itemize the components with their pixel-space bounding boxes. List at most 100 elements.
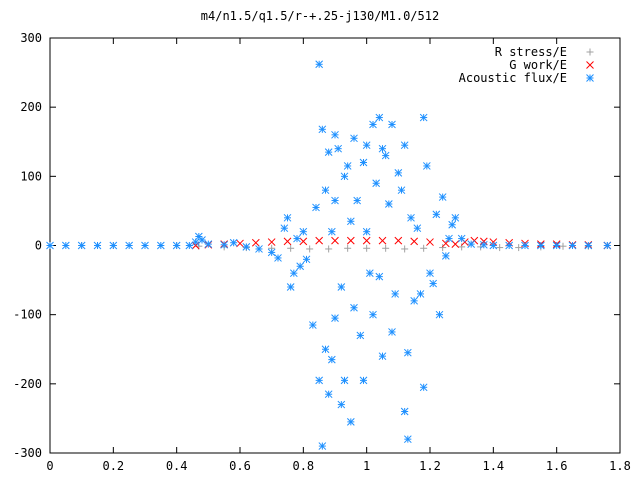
data-point [141, 241, 149, 250]
data-point [378, 236, 387, 245]
data-point [185, 241, 194, 250]
data-point [337, 283, 346, 291]
series-star [46, 60, 612, 450]
data-point [321, 186, 330, 195]
data-point [172, 241, 181, 250]
data-point [375, 113, 384, 122]
data-point [324, 390, 333, 399]
data-point [403, 435, 412, 444]
data-point [378, 352, 387, 361]
data-point [331, 236, 339, 245]
data-point [337, 400, 346, 409]
data-point [302, 255, 311, 264]
data-point [422, 162, 431, 170]
data-point [93, 241, 102, 250]
data-point [318, 442, 327, 450]
data-point [489, 241, 498, 250]
data-point [236, 239, 244, 248]
data-point [400, 141, 409, 150]
data-point [362, 227, 371, 236]
data-point [340, 376, 349, 385]
x-tick-label: 1.4 [482, 459, 504, 473]
data-point [369, 120, 377, 129]
data-point [362, 141, 371, 150]
data-point [343, 162, 352, 170]
data-point [419, 383, 428, 392]
chart-title: m4/n1.5/q1.5/r-+.25-j130/M1.0/512 [201, 9, 439, 23]
data-point [334, 144, 343, 153]
data-point [46, 241, 54, 250]
data-point [457, 234, 466, 243]
data-point [198, 236, 206, 244]
x-tick-label: 0.8 [292, 459, 314, 473]
data-point [426, 269, 434, 278]
data-point [505, 241, 514, 250]
x-tick-label: 0.6 [229, 459, 251, 473]
data-point [448, 220, 457, 229]
data-point [283, 237, 292, 246]
data-point [204, 240, 213, 248]
data-point [552, 241, 561, 250]
data-point [401, 245, 409, 253]
data-point [242, 243, 251, 251]
data-point [315, 236, 324, 245]
data-point [363, 244, 371, 252]
series-layer [46, 60, 612, 450]
plot-frame [49, 37, 621, 454]
data-point [109, 241, 118, 250]
data-point [403, 348, 412, 357]
data-point [394, 236, 403, 245]
data-point [125, 241, 134, 250]
data-point [441, 252, 450, 260]
data-point [439, 244, 447, 252]
y-tick-label: -100 [13, 308, 42, 322]
data-point [286, 283, 295, 291]
data-point [420, 244, 428, 252]
data-point [61, 241, 70, 250]
data-point [283, 213, 292, 222]
data-point [321, 345, 330, 354]
data-point [496, 244, 504, 252]
data-point [77, 241, 86, 250]
data-point [350, 303, 358, 312]
data-point [407, 213, 415, 222]
x-tick-label: 1.2 [419, 459, 441, 473]
data-point [378, 144, 387, 153]
data-point [346, 418, 355, 426]
data-point [441, 239, 450, 248]
data-point [410, 237, 419, 246]
data-point [435, 310, 444, 319]
data-point [603, 241, 612, 250]
axes-layer: 0 0.2 0.4 0.6 0.8 1 1.2 1.4 1.6 1.8 300 200 100 0 -100… [13, 31, 631, 473]
data-point [416, 290, 425, 298]
y-tick-label: 0 [35, 239, 42, 253]
data-point [356, 331, 365, 340]
y-tick-label: -200 [13, 377, 42, 391]
data-point [515, 244, 523, 252]
legend-marker [586, 48, 594, 56]
data-point [274, 254, 282, 262]
data-point [156, 241, 165, 250]
data-point [568, 241, 577, 250]
y-tick-label: 300 [20, 31, 42, 45]
legend-label: G work/E [509, 58, 567, 72]
series-cross [191, 236, 612, 250]
data-point [318, 125, 327, 134]
data-point [191, 238, 200, 246]
data-point [362, 236, 371, 245]
data-point [536, 241, 545, 250]
data-point [384, 200, 393, 208]
x-tick-label: 0 [46, 459, 53, 473]
data-point [388, 328, 396, 336]
data-point [346, 217, 355, 226]
data-point [445, 234, 453, 243]
data-point [289, 269, 298, 278]
data-point [327, 227, 336, 236]
data-point [267, 238, 276, 246]
data-point [521, 241, 529, 250]
data-point [299, 237, 308, 246]
data-point [479, 240, 488, 249]
data-point [394, 169, 403, 177]
data-point [331, 130, 339, 139]
